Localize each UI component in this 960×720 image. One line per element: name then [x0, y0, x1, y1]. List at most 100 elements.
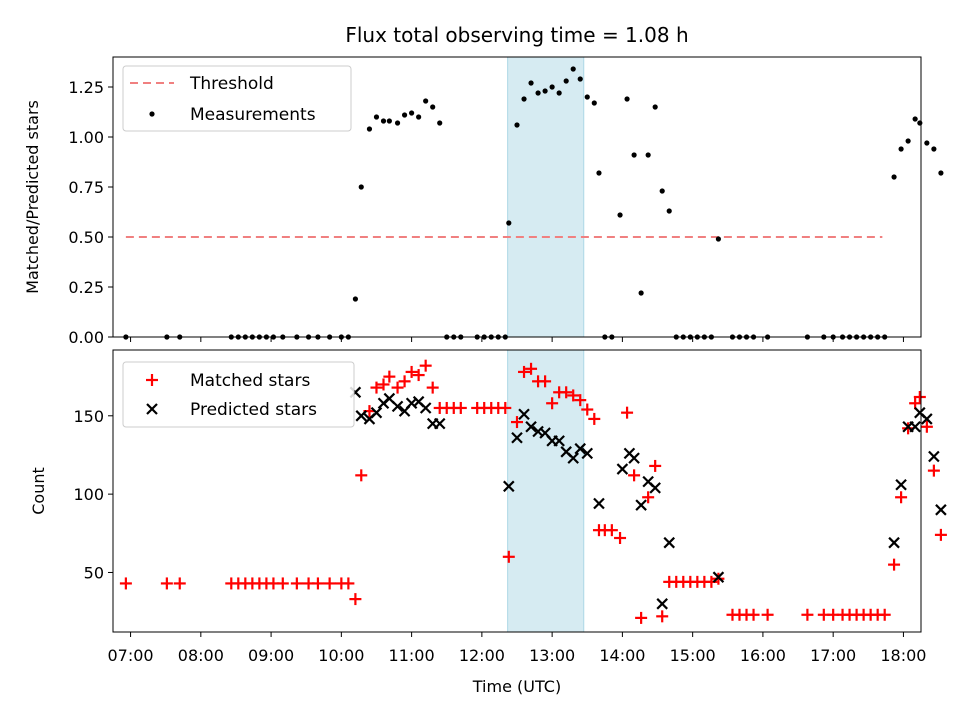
legend-threshold-label: Threshold	[189, 74, 274, 94]
measurement-point	[596, 170, 602, 176]
matched-point	[502, 550, 515, 563]
matched-point	[391, 381, 404, 394]
predicted-point	[928, 450, 940, 463]
matched-point	[878, 608, 891, 621]
y-tick-label: 0.25	[68, 278, 104, 297]
matched-point	[927, 464, 940, 477]
y-tick-label: 100	[73, 485, 104, 504]
matched-point	[909, 397, 922, 410]
ratio-panel: 0.00 0.25 0.50 0.75 1.00 1.25 Matched/Predict…	[23, 56, 944, 347]
measurement-point	[659, 188, 665, 194]
matched-point	[290, 577, 303, 590]
measurement-point	[577, 76, 583, 82]
count-x-ticks: 07:00 08:00 09:00 10:00 11:00 12:00 13:00 14:00…	[108, 632, 926, 665]
x-tick-label: 18:00	[880, 646, 926, 665]
measurement-point	[542, 88, 548, 94]
predicted-point	[921, 413, 933, 425]
predicted-point	[888, 536, 900, 549]
measurement-point	[645, 152, 651, 158]
matched-point	[276, 577, 289, 590]
measurement-point	[624, 96, 630, 102]
matched-point	[342, 577, 355, 590]
matched-point	[588, 412, 601, 425]
matched-point	[160, 577, 173, 590]
count-y-ticks: 50 100 150	[73, 407, 113, 582]
measurement-point	[666, 208, 672, 214]
chart-title: Flux total observing time = 1.08 h	[345, 23, 688, 47]
highlight-span	[507, 56, 585, 338]
predicted-point	[355, 410, 368, 422]
predicted-point	[518, 408, 530, 421]
count-panel-frame	[112, 349, 922, 633]
matched-point	[398, 375, 411, 388]
ratio-y-axis-label: Matched/Predicted stars	[23, 100, 42, 294]
count-panel: 50 100 150 07:00 08:00 09:00 10:00 11:00 12:00 1…	[29, 349, 947, 696]
matched-point	[705, 575, 718, 588]
predicted-point	[553, 435, 565, 447]
predicted-point	[712, 571, 725, 583]
count-legend-box	[122, 361, 355, 428]
ratio-panel-frame	[112, 56, 922, 338]
predicted-point	[895, 478, 907, 491]
measurement-point	[924, 140, 930, 146]
matched-point	[511, 416, 523, 429]
measurement-point	[373, 114, 380, 120]
measurement-point	[584, 94, 590, 100]
matched-point	[913, 391, 926, 403]
predicted-point	[649, 482, 661, 494]
measurement-point	[416, 114, 422, 120]
predicted-point	[581, 447, 594, 460]
measurement-point	[917, 120, 923, 126]
matched-point	[635, 611, 648, 624]
x-tick-label: 15:00	[670, 646, 716, 665]
measurement-point	[358, 184, 364, 190]
x-axis-label: Time (UTC)	[472, 677, 561, 696]
matched-point	[581, 403, 594, 416]
matched-point	[546, 397, 559, 410]
matched-point	[920, 420, 933, 433]
measurement-point	[549, 84, 555, 90]
matched-point	[383, 370, 396, 383]
matched-point	[888, 558, 901, 571]
matched-point	[747, 608, 760, 621]
measurement-point	[528, 80, 534, 86]
x-tick-label: 09:00	[248, 646, 294, 665]
measurement-point	[631, 152, 637, 158]
measurement-point	[898, 146, 904, 152]
matched-point	[801, 608, 814, 621]
matched-points	[119, 359, 947, 624]
x-tick-label: 07:00	[108, 646, 154, 665]
matched-point	[454, 401, 467, 414]
measurement-point	[891, 174, 897, 180]
matched-point	[539, 375, 552, 388]
matched-point	[614, 532, 627, 544]
matched-point	[574, 394, 587, 407]
measurement-point	[409, 110, 415, 116]
legend-predicted-swatch	[146, 403, 158, 415]
matched-point	[642, 491, 655, 504]
x-tick-label: 13:00	[529, 646, 575, 665]
matched-point	[560, 386, 573, 399]
predicted-point	[433, 417, 446, 430]
matched-point	[567, 389, 580, 402]
matched-point	[656, 610, 669, 623]
matched-point	[895, 491, 908, 504]
legend-predicted-label: Predicted stars	[190, 400, 317, 420]
measurement-point	[352, 296, 358, 302]
matched-point	[119, 577, 132, 590]
matched-point	[499, 401, 512, 414]
measurement-point	[905, 138, 911, 144]
predicted-point	[391, 400, 404, 413]
ratio-legend: Threshold Measurements	[122, 65, 352, 132]
matched-point	[621, 406, 634, 419]
measurement-point	[556, 90, 562, 96]
measurement-point	[652, 104, 658, 110]
predicted-point	[525, 420, 537, 433]
matched-point	[761, 608, 774, 621]
x-tick-label: 16:00	[740, 646, 786, 665]
matched-point	[605, 524, 618, 537]
matched-point	[712, 572, 725, 585]
predicted-point	[656, 598, 668, 610]
ratio-y-ticks: 0.00 0.25 0.50 0.75 1.00 1.25	[68, 78, 113, 347]
matched-point	[412, 369, 425, 382]
